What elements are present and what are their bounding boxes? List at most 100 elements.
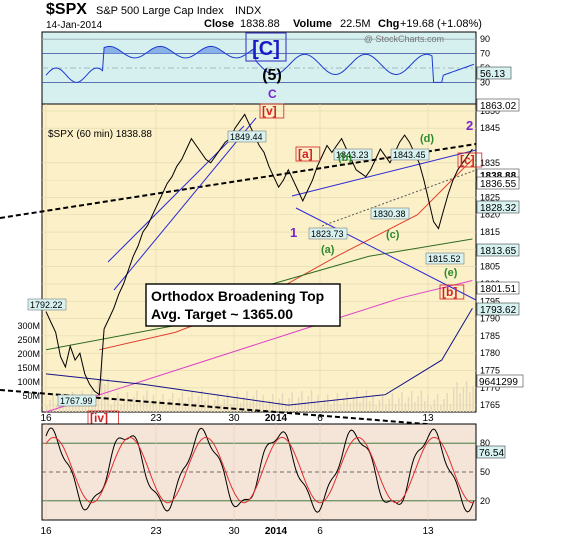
price-callout: 1815.52 bbox=[428, 254, 461, 264]
volume-bar bbox=[217, 394, 219, 412]
volume-bar bbox=[100, 352, 103, 412]
wave-label-box bbox=[295, 146, 321, 162]
wave-c-label: [C] bbox=[252, 38, 280, 60]
volume-bar bbox=[181, 392, 184, 412]
wave-5-label: (5) bbox=[262, 67, 282, 84]
volume-bar bbox=[398, 398, 400, 412]
wave-label: (c) bbox=[386, 229, 400, 241]
rising-channel-upper bbox=[107, 125, 245, 263]
volume-bar bbox=[49, 400, 51, 412]
wave-label: 2 bbox=[466, 118, 473, 133]
price-tick-label: 1805 bbox=[480, 262, 500, 272]
volume-bar bbox=[378, 400, 381, 412]
volume-bar bbox=[427, 395, 429, 412]
volume-bar bbox=[117, 393, 119, 412]
volume-bar bbox=[443, 399, 445, 412]
volume-bar bbox=[142, 396, 145, 412]
price-callout: 1767.99 bbox=[60, 396, 93, 406]
stoch-tick-label: 50 bbox=[480, 467, 490, 477]
volume-bar bbox=[191, 391, 193, 412]
x-axis-label: 30 bbox=[228, 526, 240, 537]
wave-label: [v] bbox=[262, 104, 277, 118]
volume-bar bbox=[201, 390, 203, 412]
volume-tick-label: 250M bbox=[17, 335, 40, 345]
volume-bar bbox=[94, 401, 96, 412]
volume-bar bbox=[381, 394, 384, 412]
volume-tick-label: 150M bbox=[17, 363, 40, 373]
volume-bar bbox=[129, 403, 132, 412]
volume-tick-label: 100M bbox=[17, 377, 40, 387]
x-axis-label: 2014 bbox=[265, 526, 288, 537]
volume-bar bbox=[446, 393, 448, 412]
volume-bar bbox=[159, 400, 161, 412]
price-tick-label: 1785 bbox=[480, 331, 500, 341]
volume-bar bbox=[285, 404, 287, 412]
volume-bar bbox=[411, 391, 413, 412]
rsi-tick-label: 90 bbox=[480, 34, 490, 44]
price-callout: 1843.23 bbox=[336, 150, 369, 160]
wave-label: (d) bbox=[420, 133, 434, 145]
volume-bar bbox=[356, 391, 358, 412]
volume-bar bbox=[291, 392, 293, 412]
volume-bar bbox=[314, 401, 316, 412]
moving-average-red bbox=[99, 159, 473, 351]
price-tick-label: 1765 bbox=[480, 400, 500, 410]
price-callout-box bbox=[27, 298, 67, 311]
stoch-value: 76.54 bbox=[479, 448, 504, 459]
volume-bar bbox=[352, 397, 355, 412]
stoch-tick-label: 20 bbox=[480, 496, 490, 506]
volume-bar bbox=[469, 392, 471, 412]
volume-bar bbox=[204, 401, 206, 412]
volume-bar bbox=[75, 403, 77, 412]
stoch-d-line bbox=[45, 436, 475, 504]
volume-bar bbox=[372, 395, 374, 412]
volume-bar bbox=[213, 400, 216, 412]
rising-channel-lower bbox=[113, 117, 257, 291]
volume-bar bbox=[401, 392, 403, 412]
exchange-text: INDX bbox=[235, 5, 262, 17]
volume-tick-label: 50M bbox=[22, 391, 40, 401]
x-axis-label: 6 bbox=[317, 526, 323, 537]
wave-label: C bbox=[268, 87, 277, 101]
price-value-label: 1863.02 bbox=[480, 101, 517, 112]
close-value: 1838.88 bbox=[240, 18, 280, 30]
volume-bar bbox=[120, 404, 122, 412]
annotation-line-2: Avg. Target ~ 1365.00 bbox=[151, 306, 293, 322]
volume-bar bbox=[465, 381, 468, 412]
volume-bar bbox=[333, 399, 335, 412]
price-tick-label: 1825 bbox=[480, 192, 500, 202]
volume-bar bbox=[346, 392, 348, 412]
annotation-line-1: Orthodox Broadening Top bbox=[151, 288, 324, 304]
volume-bar bbox=[188, 397, 190, 412]
volume-bar bbox=[281, 393, 284, 412]
volume-bar bbox=[362, 396, 364, 412]
watermark: @ StockCharts.com bbox=[364, 34, 444, 44]
volume-bar bbox=[252, 396, 255, 412]
date-text: 14-Jan-2014 bbox=[46, 20, 103, 31]
volume-bar bbox=[265, 406, 268, 412]
volume-bar bbox=[436, 394, 439, 412]
volume-bar bbox=[46, 406, 48, 412]
stoch-value-box bbox=[476, 445, 506, 459]
volume-bar bbox=[175, 404, 177, 412]
volume-bar bbox=[220, 405, 222, 412]
volume-bar bbox=[239, 403, 242, 412]
chg-label: Chg bbox=[378, 18, 399, 30]
volume-bar bbox=[165, 405, 167, 412]
price-callout-box bbox=[390, 148, 430, 161]
volume-value-box bbox=[476, 374, 524, 388]
price-value-label: 1793.62 bbox=[480, 305, 517, 316]
wave-label: 1 bbox=[290, 225, 297, 240]
price-value-label: 1828.32 bbox=[480, 203, 517, 214]
wave-label-box bbox=[457, 152, 483, 168]
volume-bar bbox=[462, 387, 465, 412]
price-callout-box bbox=[370, 207, 410, 220]
volume-bar bbox=[323, 400, 326, 412]
price-tick-label: 1820 bbox=[480, 210, 500, 220]
price-tick-label: 1780 bbox=[480, 348, 500, 358]
volume-bar bbox=[184, 403, 187, 412]
volume-bar bbox=[339, 404, 342, 412]
price-legend: $SPX (60 min) 1838.88 bbox=[48, 129, 152, 140]
broadening-wedge-upper bbox=[291, 149, 477, 197]
volume-bar bbox=[194, 402, 196, 412]
